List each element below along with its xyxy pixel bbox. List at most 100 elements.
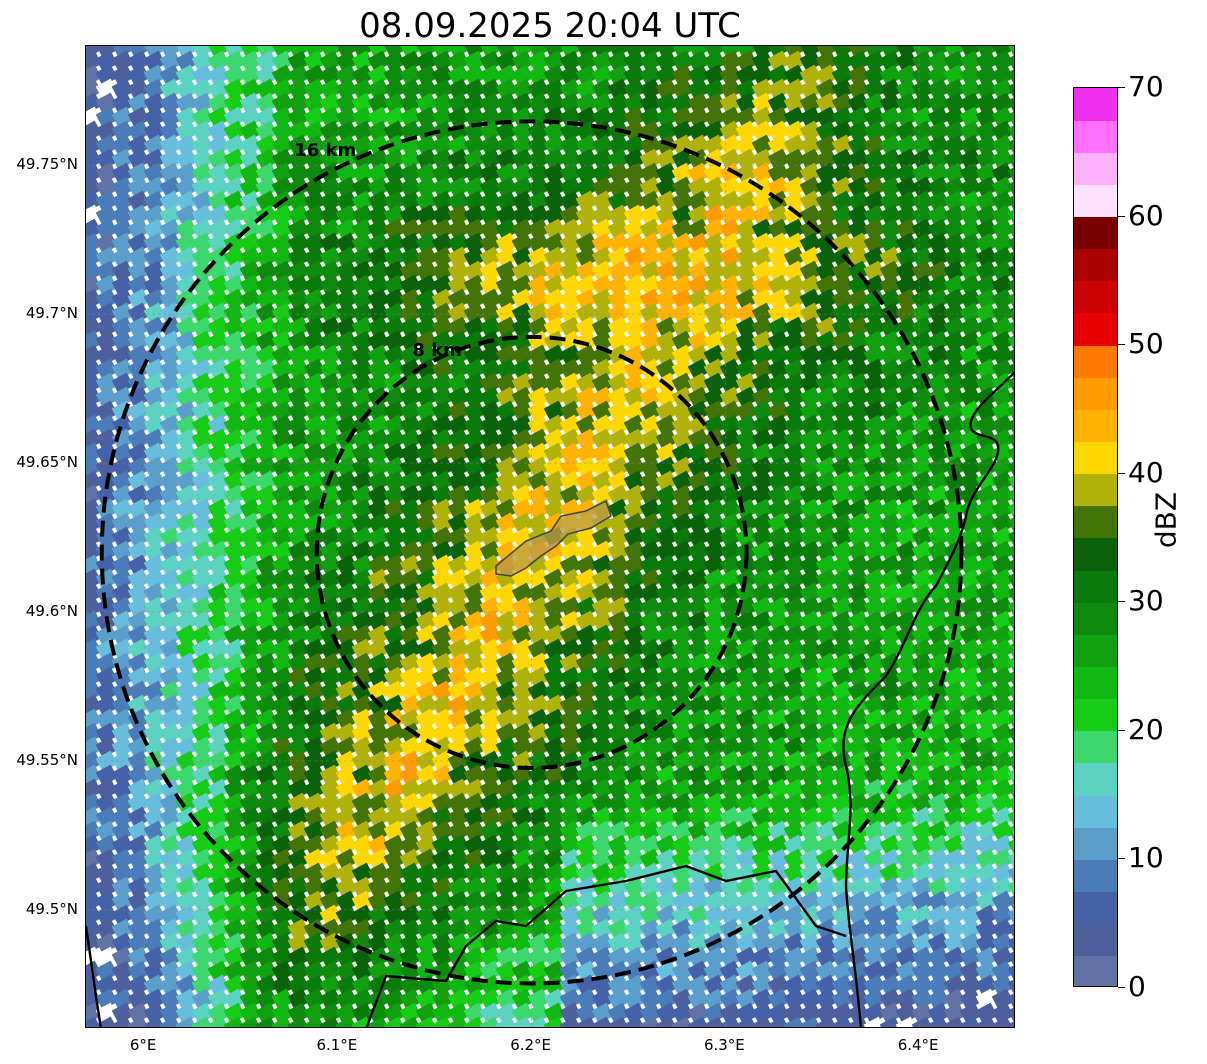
reflectivity-cell — [879, 190, 902, 212]
reflectivity-cell — [511, 386, 534, 408]
reflectivity-cell — [639, 568, 662, 590]
reflectivity-cell — [591, 78, 614, 100]
reflectivity-cell — [431, 330, 454, 352]
reflectivity-cell — [111, 596, 134, 618]
reflectivity-cell — [431, 400, 454, 422]
reflectivity-cell — [639, 162, 662, 184]
reflectivity-cell — [175, 120, 198, 142]
reflectivity-cell — [559, 540, 582, 562]
reflectivity-cell — [799, 134, 822, 156]
reflectivity-cell — [367, 358, 390, 380]
reflectivity-cell — [143, 344, 166, 366]
reflectivity-cell — [687, 176, 710, 198]
reflectivity-cell — [223, 428, 246, 450]
reflectivity-cell — [543, 596, 566, 618]
reflectivity-cell — [703, 358, 726, 380]
colorbar-segment — [1074, 505, 1117, 539]
reflectivity-cell — [863, 190, 886, 212]
reflectivity-cell — [399, 484, 422, 506]
reflectivity-cell — [655, 582, 678, 604]
reflectivity-cell — [863, 288, 886, 310]
reflectivity-cell — [943, 372, 966, 394]
reflectivity-cell — [639, 526, 662, 548]
reflectivity-cell — [591, 526, 614, 548]
reflectivity-cell — [495, 134, 518, 156]
reflectivity-cell — [463, 484, 486, 506]
reflectivity-cell — [271, 120, 294, 142]
reflectivity-cell — [367, 624, 390, 646]
reflectivity-cell — [239, 526, 262, 548]
reflectivity-cell — [527, 624, 550, 646]
reflectivity-cell — [591, 246, 614, 268]
reflectivity-cell — [911, 470, 934, 492]
reflectivity-cell — [895, 92, 918, 114]
reflectivity-cell — [143, 358, 166, 380]
reflectivity-cell — [383, 260, 406, 282]
reflectivity-cell — [191, 484, 214, 506]
reflectivity-cell — [863, 246, 886, 268]
reflectivity-cell — [191, 456, 214, 478]
reflectivity-cell — [367, 64, 390, 86]
reflectivity-cell — [399, 554, 422, 576]
reflectivity-cell — [95, 358, 118, 380]
reflectivity-cell — [351, 78, 374, 100]
reflectivity-cell — [719, 358, 742, 380]
reflectivity-cell — [287, 582, 310, 604]
reflectivity-cell — [479, 624, 502, 646]
reflectivity-cell — [223, 498, 246, 520]
reflectivity-cell — [623, 554, 646, 576]
reflectivity-cell — [86, 162, 102, 184]
reflectivity-cell — [367, 526, 390, 548]
reflectivity-cell — [351, 64, 374, 86]
reflectivity-cell — [671, 568, 694, 590]
reflectivity-cell — [175, 260, 198, 282]
reflectivity-cell — [159, 330, 182, 352]
reflectivity-cell — [239, 414, 262, 436]
reflectivity-cell — [783, 190, 806, 212]
reflectivity-cell — [671, 78, 694, 100]
reflectivity-cell — [335, 442, 358, 464]
reflectivity-cell — [575, 428, 598, 450]
radar-map[interactable] — [85, 45, 1015, 1028]
reflectivity-cell — [687, 568, 710, 590]
reflectivity-cell — [895, 512, 918, 534]
reflectivity-cell — [959, 568, 982, 590]
reflectivity-cell — [671, 470, 694, 492]
reflectivity-cell — [623, 470, 646, 492]
reflectivity-cell — [95, 288, 118, 310]
reflectivity-cell — [911, 400, 934, 422]
reflectivity-cell — [415, 624, 438, 646]
reflectivity-cell — [383, 246, 406, 268]
reflectivity-cell — [655, 330, 678, 352]
reflectivity-cell — [111, 554, 134, 576]
reflectivity-cell — [159, 134, 182, 156]
reflectivity-cell — [207, 400, 230, 422]
reflectivity-cell — [287, 442, 310, 464]
reflectivity-cell — [863, 610, 886, 632]
reflectivity-cell — [687, 554, 710, 576]
reflectivity-cell — [447, 246, 470, 268]
reflectivity-cell — [687, 456, 710, 478]
reflectivity-cell — [895, 540, 918, 562]
reflectivity-cell — [399, 232, 422, 254]
reflectivity-cell — [975, 78, 998, 100]
colorbar-tick-label: 60 — [1128, 198, 1164, 232]
reflectivity-cell — [831, 372, 854, 394]
reflectivity-cell — [383, 470, 406, 492]
reflectivity-cell — [175, 456, 198, 478]
reflectivity-cell — [191, 134, 214, 156]
radar-map-svg — [86, 46, 1014, 1027]
reflectivity-cell — [799, 400, 822, 422]
reflectivity-cell — [191, 526, 214, 548]
reflectivity-cell — [399, 92, 422, 114]
reflectivity-cell — [303, 428, 326, 450]
reflectivity-cell — [431, 540, 454, 562]
reflectivity-cell — [671, 176, 694, 198]
reflectivity-cell — [863, 134, 886, 156]
reflectivity-cell — [879, 260, 902, 282]
reflectivity-cell — [783, 92, 806, 114]
reflectivity-cell — [879, 344, 902, 366]
reflectivity-cell — [527, 596, 550, 618]
reflectivity-cell — [271, 386, 294, 408]
reflectivity-cell — [895, 106, 918, 128]
